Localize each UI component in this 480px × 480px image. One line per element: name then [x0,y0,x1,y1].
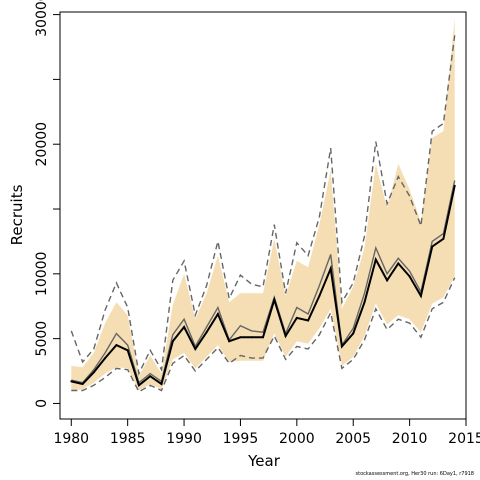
median-point [386,279,389,282]
median-point [397,262,400,265]
median-point [194,348,197,350]
x-tick-label: 2005 [335,431,371,447]
median-point [295,316,298,319]
median-point [352,332,355,335]
y-tick-label: 5000 [34,321,50,357]
y-tick-label: 30000 [34,0,50,37]
median-point [250,336,253,339]
x-tick-label: 2000 [279,431,315,447]
median-point [149,375,152,378]
footer-credit: stockassessment.org, Her30 run: 6Day1, r… [355,471,475,477]
mean-line [71,180,456,384]
lower-dashed-line [71,277,456,393]
median-point [228,340,231,343]
median-point [273,298,276,301]
confidence-band [71,18,455,391]
median-point [329,267,332,270]
x-tick-label: 1990 [166,431,202,447]
median-point [70,380,73,383]
median-point [115,344,118,347]
median-point [431,245,434,248]
median-point [239,336,242,339]
median-point [137,384,140,387]
median-point [453,184,456,187]
y-tick-label: 10000 [34,252,50,297]
x-tick-label: 1995 [223,431,259,447]
median-point [216,313,219,315]
median-point [126,349,129,352]
median-point [419,294,422,297]
y-axis-title: Recruits [8,184,26,245]
y-axis: 0 5000 10000 20000 30000 [34,0,61,408]
median-point [205,331,208,334]
median-point [104,357,107,360]
median-point [171,340,174,343]
median-point [160,383,163,385]
median-point [183,326,186,328]
y-tick-label: 0 [34,399,50,408]
median-points [70,184,456,387]
x-axis: 1980 1985 1990 1995 2000 2005 2010 2015 [53,418,480,447]
median-point [363,301,366,304]
upper-dashed-line [70,35,456,376]
median-point [307,319,310,322]
x-tick-label: 2015 [448,431,480,447]
median-point [374,258,377,261]
x-tick-label: 1985 [110,431,146,447]
median-point [442,237,445,240]
x-tick-label: 2010 [392,431,428,447]
plot-area [70,18,456,393]
median-point [408,275,411,278]
median-point [284,335,287,337]
median-point [81,383,84,385]
median-point [262,336,264,339]
median-point [340,345,343,348]
median-point [92,371,95,374]
x-tick-label: 1980 [53,431,89,447]
y-tick-label: 20000 [34,122,50,167]
x-axis-title: Year [247,452,281,470]
median-point [318,294,321,297]
